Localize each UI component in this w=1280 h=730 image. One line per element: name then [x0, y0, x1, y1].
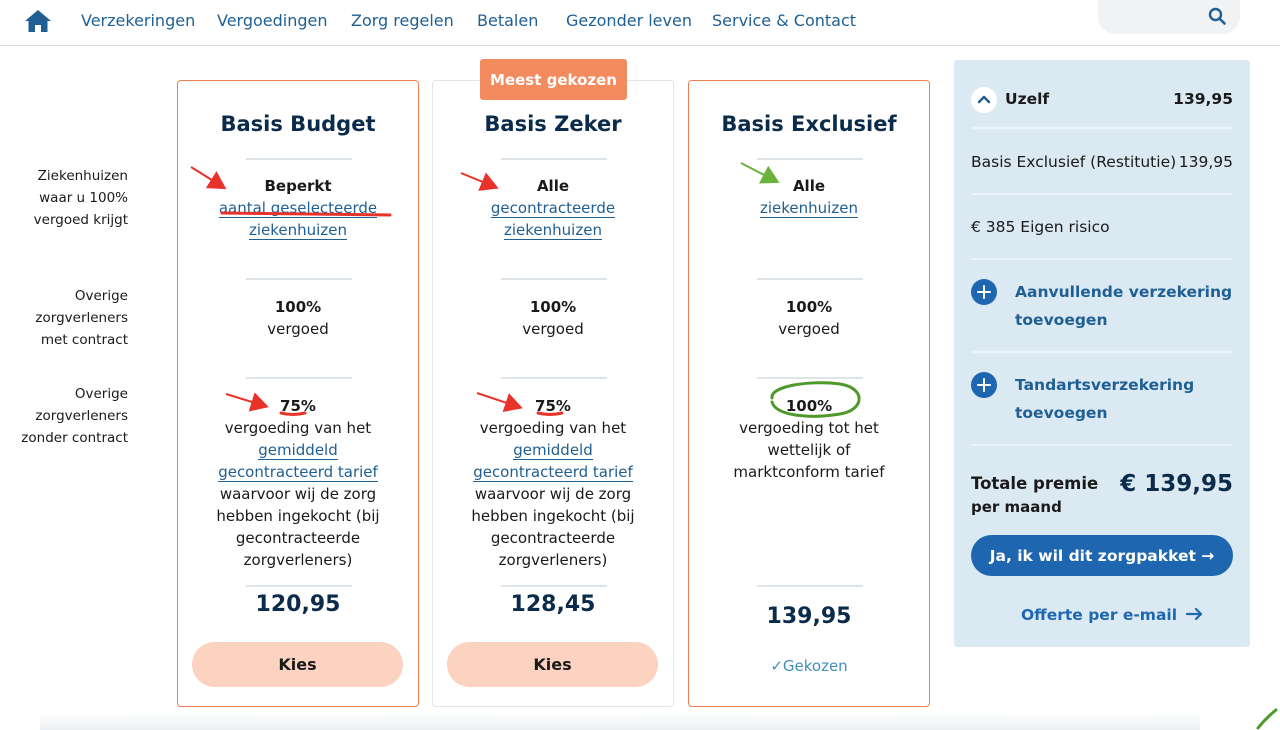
green-stroke-annotation: [1256, 708, 1278, 730]
contract-percentage: 100%: [785, 298, 833, 316]
no-contract-percentage: 75%: [280, 397, 316, 415]
search-icon[interactable]: [1208, 7, 1226, 25]
top-nav: Verzekeringen Vergoedingen Zorg regelen …: [0, 0, 1280, 46]
chosen-status: ✓Gekozen: [689, 657, 929, 675]
most-chosen-badge: Meest gekozen: [480, 59, 627, 100]
nav-item-zorg-regelen[interactable]: Zorg regelen: [351, 11, 454, 30]
hospital-coverage: Beperkt aantal geselecteerde ziekenhuize…: [178, 175, 418, 241]
contract-coverage: 100% vergoed: [689, 296, 929, 340]
total-value: € 139,95: [1120, 471, 1233, 497]
bottom-shadow: [40, 712, 1200, 730]
add-icon[interactable]: [971, 279, 997, 305]
section-total: 139,95: [1173, 90, 1233, 108]
no-contract-text: vergoeding van het: [224, 419, 372, 437]
contract-percentage: 100%: [529, 298, 577, 316]
add-dental-insurance-link[interactable]: Tandartsverzekering toevoegen: [1015, 376, 1195, 422]
plan-card-basis-budget: Basis Budget Beperkt aantal geselecteerd…: [177, 80, 419, 707]
coverage-strong: Alle: [536, 177, 570, 195]
no-contract-coverage: 75% vergoeding van het gemiddeld gecontr…: [178, 395, 418, 571]
plan-price: 128,45: [510, 592, 596, 617]
no-contract-percentage: 75%: [535, 397, 571, 415]
nav-item-service-contact[interactable]: Service & Contact: [712, 11, 857, 30]
plan-price: 139,95: [1178, 153, 1233, 171]
contract-text: vergoed: [522, 320, 584, 338]
plan-card-basis-zeker: Basis Zeker Alle gecontracteerde ziekenh…: [432, 80, 674, 707]
summary-panel: Uzelf 139,95 Basis Exclusief (Restitutie…: [954, 60, 1250, 647]
plan-price: 139,95: [766, 604, 852, 629]
tariff-link[interactable]: gemiddeld: [258, 441, 338, 460]
coverage-strong: Beperkt: [264, 177, 332, 195]
home-icon[interactable]: [24, 9, 52, 33]
tariff-link[interactable]: gecontracteerd tarief: [218, 463, 378, 482]
coverage-strong: Alle: [792, 177, 826, 195]
contract-text: vergoed: [778, 320, 840, 338]
tariff-note: gecontracteerde: [235, 529, 361, 547]
no-contract-text: wettelijk of: [767, 441, 851, 459]
hospitals-link[interactable]: ziekenhuizen: [760, 199, 858, 218]
no-contract-text: vergoeding tot het: [739, 419, 879, 437]
total-label: Totale premie: [971, 474, 1099, 493]
tariff-link[interactable]: gecontracteerd tarief: [473, 463, 633, 482]
row-label-with-contract: Overige zorgverleners met contract: [35, 288, 128, 348]
plan-price: 120,95: [255, 592, 341, 617]
search-input[interactable]: [1098, 0, 1240, 34]
total-sub: per maand: [971, 498, 1062, 516]
plan-name: Basis Exclusief (Restitutie): [971, 153, 1177, 171]
hospital-coverage: Alle ziekenhuizen: [689, 175, 929, 219]
no-contract-coverage: 100% vergoeding tot het wettelijk of mar…: [689, 395, 929, 483]
contract-percentage: 100%: [274, 298, 322, 316]
hospitals-link[interactable]: ziekenhuizen: [504, 221, 602, 240]
contract-text: vergoed: [267, 320, 329, 338]
deductible: € 385 Eigen risico: [971, 218, 1110, 236]
selected-hospitals-link[interactable]: aantal geselecteerde: [218, 199, 378, 218]
nav-item-gezonder-leven[interactable]: Gezonder leven: [566, 11, 692, 30]
chosen-label: Gekozen: [782, 657, 848, 675]
section-title: Uzelf: [1005, 90, 1050, 108]
tariff-note: waarvoor wij de zorg: [474, 485, 632, 503]
row-label-hospitals: Ziekenhuizen waar u 100% vergoed krijgt: [33, 168, 128, 228]
contract-coverage: 100% vergoed: [178, 296, 418, 340]
tariff-note: hebben ingekocht (bij: [471, 507, 635, 525]
choose-button[interactable]: Kies: [192, 642, 403, 687]
nav-item-betalen[interactable]: Betalen: [477, 11, 539, 30]
choose-button[interactable]: Kies: [447, 642, 658, 687]
nav-item-vergoedingen[interactable]: Vergoedingen: [217, 11, 328, 30]
contracted-hospitals-link[interactable]: gecontracteerde: [490, 199, 616, 218]
arrow-right-icon: [1186, 607, 1203, 621]
chevron-up-icon[interactable]: [971, 87, 997, 113]
hospitals-link[interactable]: ziekenhuizen: [249, 221, 347, 240]
no-contract-text: marktconform tarief: [733, 463, 885, 481]
no-contract-percentage: 100%: [785, 397, 833, 415]
plan-card-basis-exclusief: Basis Exclusief Alle ziekenhuizen 100% v…: [688, 80, 930, 707]
tariff-note: waarvoor wij de zorg: [219, 485, 377, 503]
contract-coverage: 100% vergoed: [433, 296, 673, 340]
add-icon[interactable]: [971, 372, 997, 398]
checkmark-icon: ✓: [770, 657, 783, 675]
confirm-package-button[interactable]: Ja, ik wil dit zorgpakket →: [971, 535, 1233, 576]
row-label-without-contract: Overige zorgverleners zonder contract: [21, 386, 128, 446]
no-contract-coverage: 75% vergoeding van het gemiddeld gecontr…: [433, 395, 673, 571]
plan-title: Basis Budget: [220, 112, 376, 136]
tariff-note: zorgverleners): [243, 551, 353, 569]
tariff-note: gecontracteerde: [490, 529, 616, 547]
offer-email-link[interactable]: Offerte per e-mail: [1021, 606, 1204, 624]
tariff-link[interactable]: gemiddeld: [513, 441, 593, 460]
tariff-note: hebben ingekocht (bij: [216, 507, 380, 525]
tariff-note: zorgverleners): [498, 551, 608, 569]
no-contract-text: vergoeding van het: [479, 419, 627, 437]
add-supplementary-insurance-link[interactable]: Aanvullende verzekering toevoegen: [1015, 283, 1233, 329]
plan-title: Basis Zeker: [484, 112, 622, 136]
plan-title: Basis Exclusief: [721, 112, 897, 136]
nav-item-verzekeringen[interactable]: Verzekeringen: [81, 11, 196, 30]
hospital-coverage: Alle gecontracteerde ziekenhuizen: [433, 175, 673, 241]
